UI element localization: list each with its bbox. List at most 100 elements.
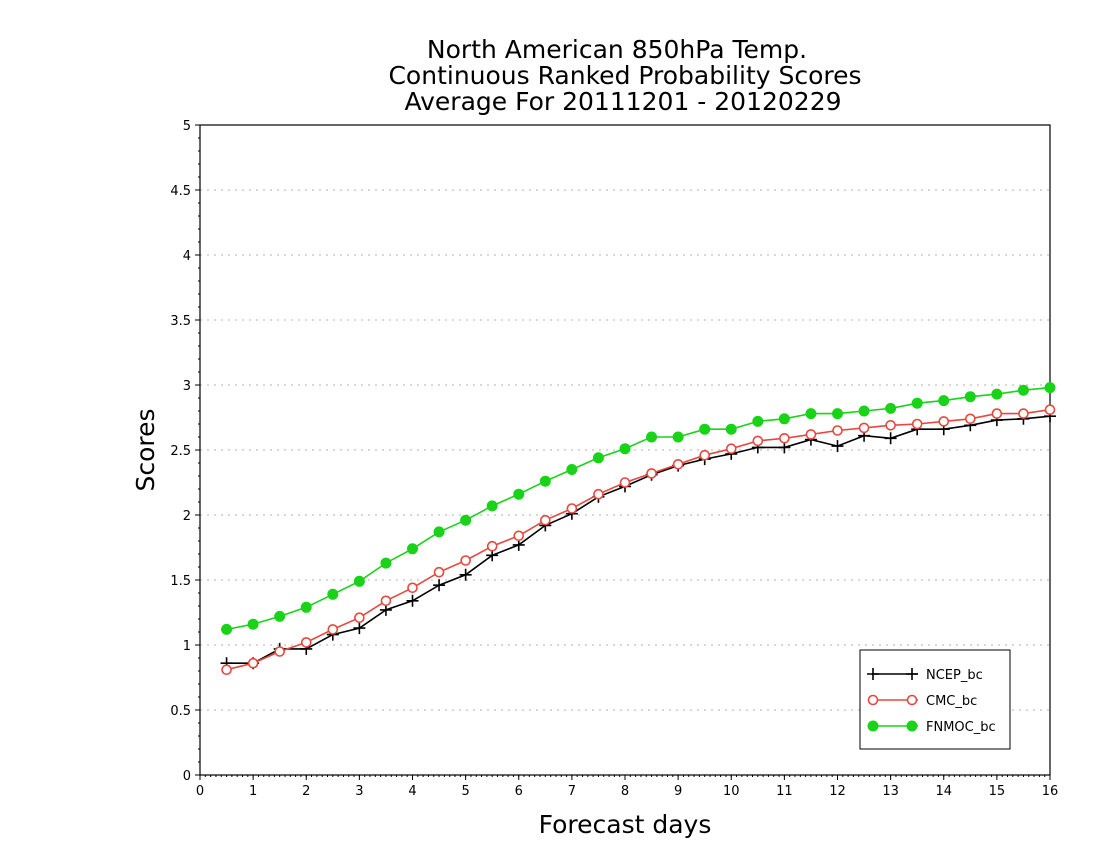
data-point-CMC_bc <box>407 582 418 594</box>
x-tick-label: 1 <box>249 784 257 799</box>
series-CMC_bc <box>221 404 1056 676</box>
data-point-FNMOC_bc <box>699 423 711 435</box>
x-tick-label: 16 <box>1042 784 1059 799</box>
data-point-CMC_bc <box>300 637 312 648</box>
data-point-FNMOC_bc <box>592 452 604 464</box>
x-tick-label: 15 <box>989 784 1006 799</box>
x-tick-label: 13 <box>882 784 899 799</box>
x-tick-label: 8 <box>621 784 629 799</box>
x-axis-label: Forecast days <box>539 810 712 839</box>
chart-title: North American 850hPa Temp. Continuous R… <box>388 35 861 116</box>
y-tick-label: 4.5 <box>170 184 191 199</box>
axis-ticks: 00.511.522.533.544.550 1 2 3 4 5 6 7 8 9 10 11 12 13 1… <box>170 119 1058 799</box>
data-point-CMC_bc <box>1044 404 1056 416</box>
data-point-FNMOC_bc <box>911 397 923 409</box>
data-point-NCEP_bc <box>433 579 446 592</box>
legend-marker <box>906 694 918 706</box>
data-point-CMC_bc <box>380 595 392 607</box>
legend: NCEP_bc CMC_bc FNMOC_bc <box>859 649 1011 750</box>
data-point-FNMOC_bc <box>327 588 339 600</box>
data-point-FNMOC_bc <box>300 601 312 613</box>
data-point-CMC_bc <box>991 408 1003 419</box>
data-point-CMC_bc <box>540 514 551 526</box>
series-lines <box>220 382 1056 676</box>
y-tick-label: 0.5 <box>170 704 191 719</box>
data-point-FNMOC_bc <box>513 488 525 500</box>
x-tick-label: 5 <box>461 784 469 799</box>
data-point-CMC_bc <box>752 435 764 447</box>
data-point-FNMOC_bc <box>247 618 259 630</box>
y-tick-label: 0 <box>183 769 191 784</box>
data-point-CMC_bc <box>805 429 817 440</box>
x-tick-label: 6 <box>515 784 523 799</box>
data-point-CMC_bc <box>672 458 684 470</box>
y-tick-label: 5 <box>183 119 191 134</box>
data-point-NCEP_bc <box>459 568 472 581</box>
data-point-CMC_bc <box>619 477 631 488</box>
legend-entry-CMC_bc: CMC_bc <box>867 694 977 709</box>
x-tick-label: 12 <box>829 784 846 799</box>
data-point-CMC_bc <box>247 657 259 669</box>
chart-title-line-2: Continuous Ranked Probability Scores <box>388 61 861 90</box>
legend-marker <box>906 668 918 680</box>
data-point-FNMOC_bc <box>433 526 445 538</box>
data-point-FNMOC_bc <box>725 423 737 435</box>
data-point-FNMOC_bc <box>805 408 817 420</box>
data-point-CMC_bc <box>513 530 525 542</box>
data-point-FNMOC_bc <box>646 431 658 443</box>
data-point-CMC_bc <box>354 612 365 624</box>
x-tick-label: 11 <box>776 784 793 799</box>
data-point-FNMOC_bc <box>1044 382 1056 394</box>
data-point-FNMOC_bc <box>752 415 764 427</box>
data-point-CMC_bc <box>221 664 232 676</box>
data-point-FNMOC_bc <box>221 623 233 635</box>
data-point-FNMOC_bc <box>486 500 498 512</box>
data-point-FNMOC_bc <box>991 388 1003 400</box>
legend-marker <box>906 720 918 732</box>
data-point-CMC_bc <box>593 488 604 500</box>
y-tick-label: 1 <box>183 639 191 654</box>
data-point-NCEP_bc <box>406 594 419 607</box>
data-point-CMC_bc <box>832 425 843 436</box>
data-point-NCEP_bc <box>831 440 844 453</box>
data-point-FNMOC_bc <box>672 431 684 443</box>
y-tick-label: 4 <box>183 249 191 264</box>
y-tick-label: 1.5 <box>170 574 191 589</box>
data-point-CMC_bc <box>965 413 976 425</box>
data-point-CMC_bc <box>646 468 657 479</box>
data-point-FNMOC_bc <box>539 475 551 487</box>
data-point-FNMOC_bc <box>353 575 365 587</box>
data-point-CMC_bc <box>1018 408 1029 419</box>
data-point-CMC_bc <box>274 646 285 657</box>
data-point-FNMOC_bc <box>938 395 950 407</box>
x-tick-label: 4 <box>408 784 416 799</box>
x-tick-label: 3 <box>355 784 363 799</box>
series-FNMOC_bc <box>221 382 1056 635</box>
data-point-CMC_bc <box>885 419 896 431</box>
x-tick-label: 9 <box>674 784 682 799</box>
data-point-FNMOC_bc <box>858 405 870 417</box>
x-tick-label: 10 <box>723 784 740 799</box>
data-point-CMC_bc <box>938 416 950 427</box>
x-tick-label: 2 <box>302 784 310 799</box>
series-line-NCEP_bc <box>226 415 1051 665</box>
data-point-FNMOC_bc <box>778 413 790 425</box>
data-point-FNMOC_bc <box>460 514 472 526</box>
data-point-CMC_bc <box>779 432 790 444</box>
legend-entry-FNMOC_bc: FNMOC_bc <box>867 720 996 735</box>
chart-title-line-1: North American 850hPa Temp. <box>427 35 807 64</box>
data-point-CMC_bc <box>858 422 870 434</box>
data-point-FNMOC_bc <box>885 402 897 414</box>
legend-marker <box>867 720 879 732</box>
y-tick-label: 3 <box>183 379 191 394</box>
data-point-CMC_bc <box>566 503 578 514</box>
series-NCEP_bc <box>220 410 1056 670</box>
data-point-CMC_bc <box>460 555 471 566</box>
legend-label: CMC_bc <box>926 694 977 709</box>
data-point-FNMOC_bc <box>1017 384 1029 396</box>
data-point-CMC_bc <box>327 624 339 635</box>
data-point-FNMOC_bc <box>274 610 286 622</box>
data-point-CMC_bc <box>911 418 923 430</box>
x-tick-label: 0 <box>196 784 204 799</box>
